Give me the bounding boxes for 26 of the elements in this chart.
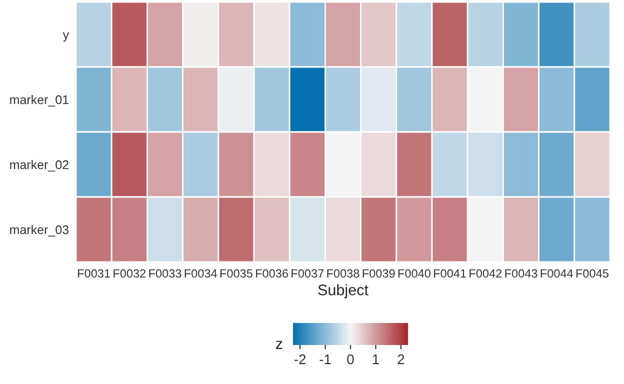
- color-bar-label: 0: [347, 354, 354, 364]
- x-tick-label: F0037: [292, 269, 324, 278]
- x-tick-label: F0035: [220, 269, 252, 278]
- x-tick-label: F0044: [540, 269, 573, 278]
- x-tick-label: F0031: [78, 269, 110, 278]
- y-tick-label: marker_03: [10, 224, 69, 237]
- x-tick-label: F0041: [434, 269, 466, 278]
- color-bar-title: z: [276, 340, 282, 349]
- y-tick-label: marker_02: [10, 160, 68, 172]
- x-tick-label: F0032: [114, 269, 146, 278]
- color-bar-label: 1: [372, 354, 379, 364]
- x-tick-label: F0034: [184, 269, 217, 278]
- x-axis-title: Subject: [318, 284, 368, 298]
- y-tick-label: marker_01: [10, 94, 68, 107]
- x-tick-label: F0038: [327, 269, 360, 278]
- x-tick-label: F0033: [149, 269, 182, 278]
- x-tick-label: F0045: [576, 269, 608, 278]
- x-tick-label: F0043: [505, 269, 538, 278]
- x-tick-label: F0040: [398, 269, 430, 278]
- color-bar-label: -2: [294, 354, 306, 364]
- color-bar-label: -1: [320, 354, 331, 364]
- color-bar-label: 2: [398, 354, 404, 364]
- y-tick-label: y: [62, 32, 70, 42]
- x-tick-label: F0042: [470, 269, 502, 278]
- x-tick-label: F0039: [362, 269, 395, 278]
- x-tick-label: F0036: [256, 269, 288, 278]
